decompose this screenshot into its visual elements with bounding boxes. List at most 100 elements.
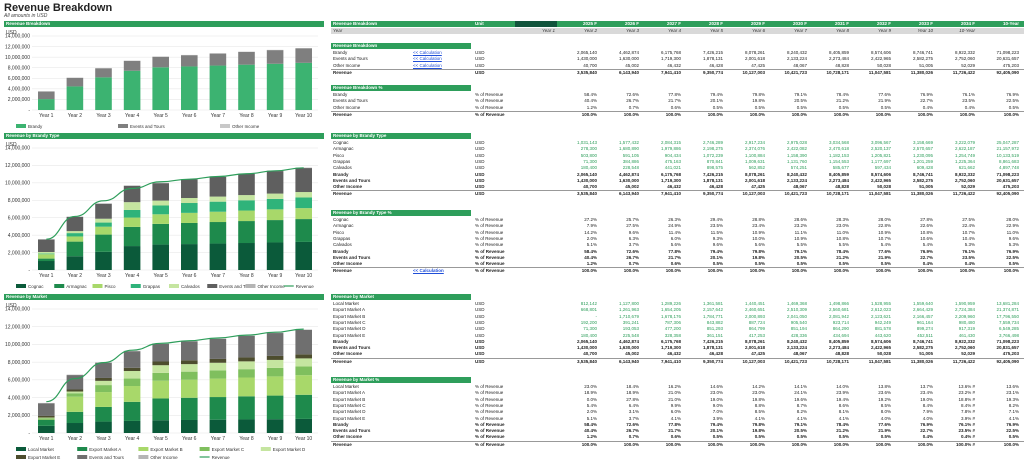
cell-value: 100.0% <box>707 111 723 117</box>
bar-segment <box>66 411 84 424</box>
cell-value: 8,240,432 <box>786 338 807 344</box>
bar-segment <box>266 171 284 194</box>
chart-panel-title: Revenue by Market <box>4 294 324 300</box>
table-row: Calvados USD 180,400 228,548 441,021 898,575 5… <box>331 165 1024 171</box>
row-label: Other Income <box>333 434 363 440</box>
cell-value: 100.0% <box>791 441 807 447</box>
y-tick-label: 14,000,000 <box>5 146 30 152</box>
cell-value: 942,249 <box>874 319 891 325</box>
cell-value: 4,462,874 <box>618 50 639 55</box>
bar-segment <box>38 417 55 419</box>
cell-value: 8.8% <box>754 402 765 408</box>
cell-value: 52,029 <box>961 351 975 357</box>
cell-value: 29.4% <box>710 217 723 222</box>
calculation-link[interactable]: << Calculation <box>413 56 442 62</box>
row-label: Brandy <box>333 248 349 254</box>
table-row: Revenue % of Revenue 100.0% 100.0% 100.0% 100… <box>331 440 1024 448</box>
y-axis-unit: USD <box>6 303 17 309</box>
cell-value: 1,177,697 <box>870 158 891 164</box>
table-row: Events and Tours << Calculation USD 1,430,0… <box>331 56 1024 62</box>
bar-segment <box>295 208 312 220</box>
cell-value: 22.9% <box>1006 223 1019 229</box>
cell-value: 46,428 <box>709 351 723 357</box>
cell-value: 27.5% <box>626 223 639 229</box>
bar-segment <box>123 202 141 210</box>
revenue-by-market-chart: USD - 2,000,000 4,000,000 6,000,000 8,000,000… <box>4 301 324 463</box>
legend-swatch <box>199 447 210 451</box>
year-label: Year 5 <box>709 28 723 33</box>
cell-value: 361,151 <box>706 332 723 338</box>
cell-value: 26.7% <box>626 428 639 434</box>
page-subtitle: All amounts in USD <box>4 13 48 19</box>
table-row: Export Market E USD 180,400 225,548 328,358 3… <box>331 333 1024 339</box>
row-unit: USD <box>475 152 485 158</box>
calculation-link[interactable]: << Calculation <box>413 50 442 55</box>
table-row: Events and Tours % of Revenue 40.4% 26.7% 21… <box>331 98 1024 104</box>
cell-value: 2,081,942 <box>828 313 849 319</box>
cell-value: 0.7% <box>628 434 639 440</box>
cell-value: 2,975,028 <box>786 140 807 145</box>
cell-value: 26.7% <box>626 254 639 260</box>
cell-value: 1,469,368 <box>786 301 807 306</box>
cell-value: 52,029 <box>961 62 975 68</box>
cell-value: 21.9% <box>878 428 891 434</box>
bar-segment <box>295 394 312 419</box>
cell-value: 591,105 <box>622 152 639 158</box>
row-label: Export Market E <box>333 415 366 421</box>
bar-segment <box>95 68 112 78</box>
cell-value: 2,510,309 <box>786 307 807 313</box>
cell-value: 11,726,422 <box>952 358 975 364</box>
bar-segment <box>123 246 141 270</box>
cell-value: 18.4% <box>626 384 639 389</box>
row-unit: % of Revenue <box>475 229 504 235</box>
cell-value: 23.0% <box>836 223 849 229</box>
bar-segment <box>266 355 284 360</box>
cell-value: 23.0% <box>710 390 723 396</box>
legend-swatch <box>138 447 149 451</box>
cell-value: 13.8% <box>878 384 891 389</box>
x-tick-label: Year 6 <box>182 113 196 119</box>
cell-value: 4.1% <box>1008 415 1019 421</box>
bar-segment <box>295 192 312 198</box>
bar-segment <box>209 176 227 197</box>
cell-value: 10.6% <box>920 235 933 241</box>
bar-segment <box>209 222 227 244</box>
cell-value: 13.6% <box>1006 384 1019 389</box>
y-tick-label: 14,000,000 <box>5 34 30 40</box>
cell-value: 100.0% <box>959 111 975 117</box>
cell-value: 21.2% <box>836 98 849 104</box>
cell-value: 25.7% <box>626 217 639 222</box>
bar-segment <box>66 393 84 397</box>
bar-segment <box>123 217 141 227</box>
cell-value: 5.5% <box>838 242 849 248</box>
bar-segment <box>209 243 227 270</box>
year-label: 10-Year <box>959 28 975 33</box>
row-label: Brandy <box>333 421 349 427</box>
y-axis-unit: USD <box>6 30 17 36</box>
bar-segment <box>152 365 169 373</box>
cell-value: 3,222,079 <box>954 140 975 145</box>
cell-value: 2,422,965 <box>870 345 891 351</box>
cell-value: 2,422,965 <box>870 56 891 62</box>
cell-value: 9.9% <box>670 402 681 408</box>
legend-swatch <box>16 447 26 451</box>
bar-segment <box>123 185 141 203</box>
bar-segment <box>152 398 169 421</box>
bar-segment <box>295 219 312 242</box>
cell-value: 19.6% <box>794 396 807 402</box>
cell-value: 23.1% <box>1006 390 1019 396</box>
cell-value: 100.0% <box>833 268 849 274</box>
calculation-link[interactable]: << Calculation <box>413 62 442 68</box>
legend-swatch <box>118 124 128 128</box>
row-unit: % of Revenue <box>475 268 505 274</box>
row-label: Export Market A <box>333 307 366 313</box>
legend-swatch <box>77 447 88 451</box>
cell-value: 45,002 <box>625 62 639 68</box>
row-unit: USD <box>475 191 485 197</box>
cell-value: 21.2% <box>836 428 849 434</box>
table-row: Pisco USD 503,800 591,105 904,434 1,072,239 1,… <box>331 153 1024 159</box>
row-label: Brandy <box>333 50 348 55</box>
calculation-link[interactable]: << Calculation <box>413 268 444 274</box>
cell-value: 77.6% <box>878 248 891 254</box>
cell-value: 1,559,640 <box>912 301 933 306</box>
